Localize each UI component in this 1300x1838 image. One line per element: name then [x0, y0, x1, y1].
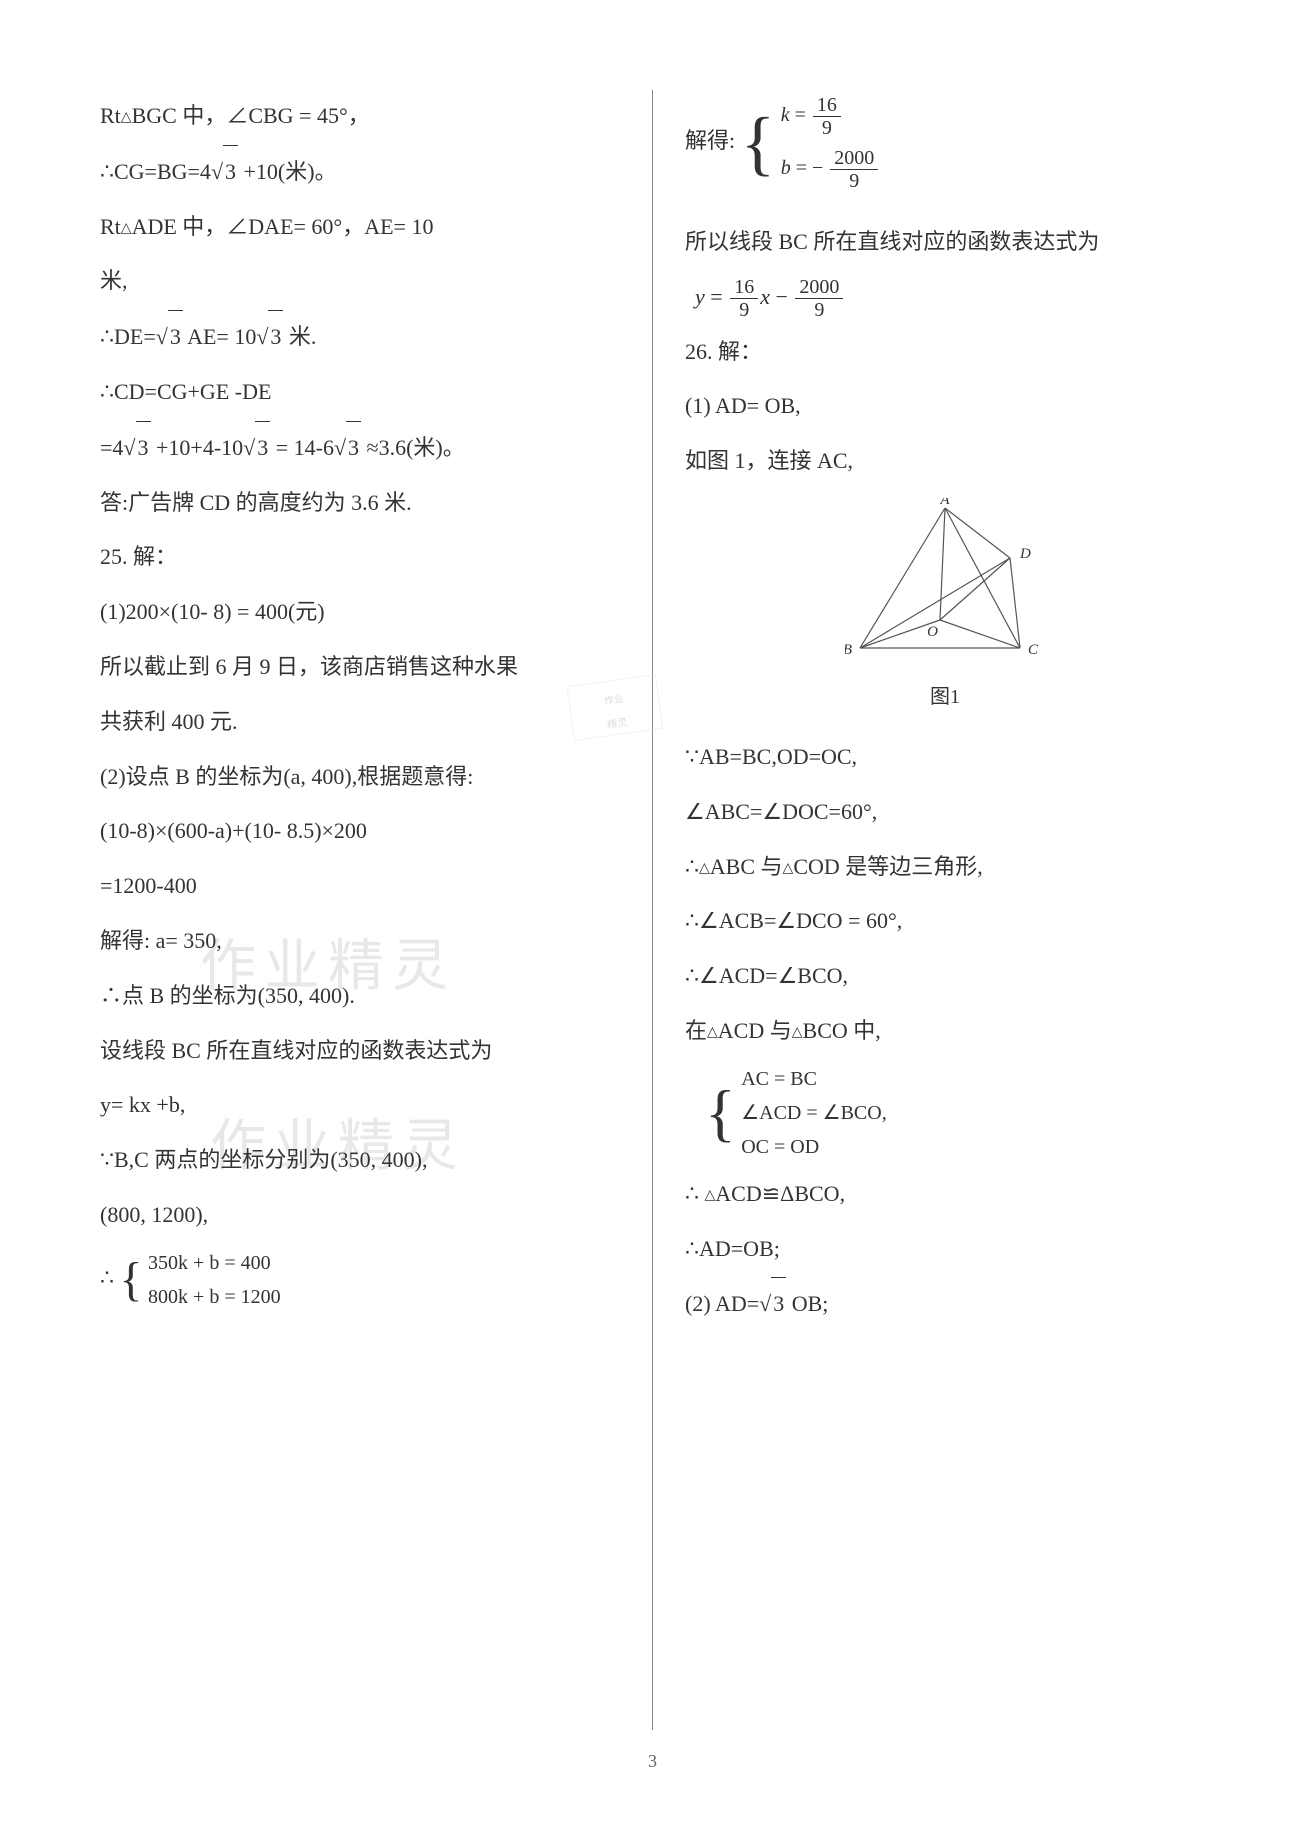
text-line: 所以截止到 6 月 9 日，该商店销售这种水果	[100, 641, 620, 694]
equation-system: ∴ { 350k + b = 400 800k + b = 1200	[100, 1244, 620, 1316]
text-line: =43 +10+4-103 = 14-63 ≈3.6(米)。	[100, 421, 620, 475]
two-column-layout: Rt△BGC 中，∠CBG = 45°， ∴CG=BG=43 +10(米)。 R…	[100, 90, 1205, 1730]
svg-text:C: C	[1028, 642, 1039, 658]
svg-text:A: A	[939, 498, 950, 508]
text-line: ∵B,C 两点的坐标分别为(350, 400),	[100, 1134, 620, 1187]
svg-text:B: B	[845, 642, 852, 658]
text-line: ∴CD=CG+GE -DE	[100, 366, 620, 419]
text-line: (1) AD= OB,	[685, 380, 1205, 433]
text-line: ∴△ABC 与△COD 是等边三角形,	[685, 841, 1205, 894]
right-column: 解得: { k = 169 b = − 20009 所以线段 BC 所在直线对应…	[685, 90, 1205, 1730]
text-line: (2)设点 B 的坐标为(a, 400),根据题意得:	[100, 751, 620, 804]
text-line: (1)200×(10- 8) = 400(元)	[100, 586, 620, 639]
text-line: Rt△ADE 中，∠DAE= 60°，AE= 10	[100, 201, 620, 254]
svg-text:D: D	[1019, 546, 1031, 562]
text-line: 米,	[100, 255, 620, 308]
text-line: 共获利 400 元.	[100, 696, 620, 749]
text-line: ∴点 B 的坐标为(350, 400).	[100, 970, 620, 1023]
left-column: Rt△BGC 中，∠CBG = 45°， ∴CG=BG=43 +10(米)。 R…	[100, 90, 620, 1730]
text-line: 在△ACD 与△BCO 中,	[685, 1005, 1205, 1058]
text-line: (800, 1200),	[100, 1189, 620, 1242]
text-line: (10-8)×(600-a)+(10- 8.5)×200	[100, 805, 620, 858]
text-line: ∴DE=3 AE= 103 米.	[100, 310, 620, 364]
text-line: y= kx +b,	[100, 1079, 620, 1132]
text-line: 26. 解：	[685, 326, 1205, 379]
text-line: 25. 解：	[100, 531, 620, 584]
text-line: ∴ △ACD≌ΔBCO,	[685, 1168, 1205, 1221]
text-line: ∴∠ACD=∠BCO,	[685, 950, 1205, 1003]
text-line: ∴CG=BG=43 +10(米)。	[100, 145, 620, 199]
text-line: Rt△BGC 中，∠CBG = 45°，	[100, 90, 620, 143]
text-line: 设线段 BC 所在直线对应的函数表达式为	[100, 1025, 620, 1078]
svg-text:O: O	[927, 624, 938, 640]
text-line: (2) AD=3 OB;	[685, 1277, 1205, 1331]
page-number: 3	[100, 1730, 1205, 1783]
equation-system: { AC = BC ∠ACD = ∠BCO, OC = OD	[685, 1060, 1205, 1166]
text-line: ∵AB=BC,OD=OC,	[685, 731, 1205, 784]
equation-system: 解得: { k = 169 b = − 20009	[685, 90, 1205, 196]
figure-caption: 图1	[685, 673, 1205, 721]
text-line: ∴∠ACB=∠DCO = 60°,	[685, 895, 1205, 948]
text-line: =1200-400	[100, 860, 620, 913]
text-line: 如图 1，连接 AC,	[685, 435, 1205, 488]
equation-line: y = 169x − 20009	[685, 271, 1205, 324]
geometry-figure: A B C O D	[845, 498, 1045, 668]
text-line: 所以线段 BC 所在直线对应的函数表达式为	[685, 216, 1205, 269]
text-line: ∴AD=OB;	[685, 1223, 1205, 1276]
text-line: ∠ABC=∠DOC=60°,	[685, 786, 1205, 839]
text-line: 解得: a= 350,	[100, 915, 620, 968]
column-divider	[652, 90, 653, 1730]
text-line: 答:广告牌 CD 的高度约为 3.6 米.	[100, 477, 620, 530]
